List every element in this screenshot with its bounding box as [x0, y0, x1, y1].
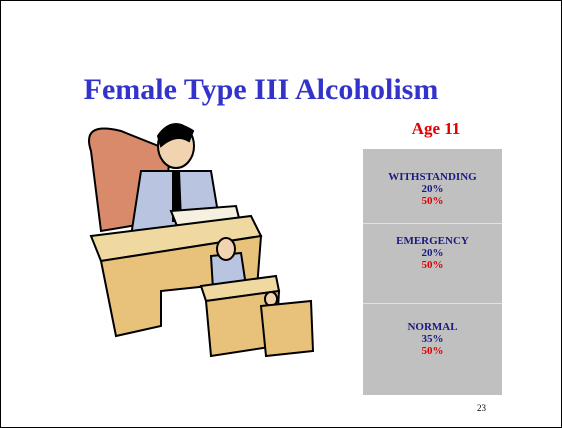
status-box: NORMAL 35% 50%: [363, 321, 502, 357]
page-number: 23: [477, 403, 486, 413]
clipart: [61, 111, 331, 381]
box-label: EMERGENCY: [363, 235, 502, 247]
separator: [363, 303, 502, 304]
box-label: WITHSTANDING: [363, 171, 502, 183]
box-value: 20%: [363, 247, 502, 259]
status-box: WITHSTANDING 20% 50%: [363, 171, 502, 207]
separator: [363, 223, 502, 224]
box-value-red: 50%: [363, 345, 502, 357]
box-value-red: 50%: [363, 195, 502, 207]
subtitle: Age 11: [391, 119, 481, 139]
box-value: 35%: [363, 333, 502, 345]
box-value: 20%: [363, 183, 502, 195]
slide: Female Type III Alcoholism Age 11 WITHST…: [0, 0, 562, 428]
box-label: NORMAL: [363, 321, 502, 333]
status-box: EMERGENCY 20% 50%: [363, 235, 502, 271]
box-value-red: 50%: [363, 259, 502, 271]
title: Female Type III Alcoholism: [1, 73, 521, 107]
status-panel: WITHSTANDING 20% 50% EMERGENCY 20% 50% N…: [363, 149, 502, 395]
